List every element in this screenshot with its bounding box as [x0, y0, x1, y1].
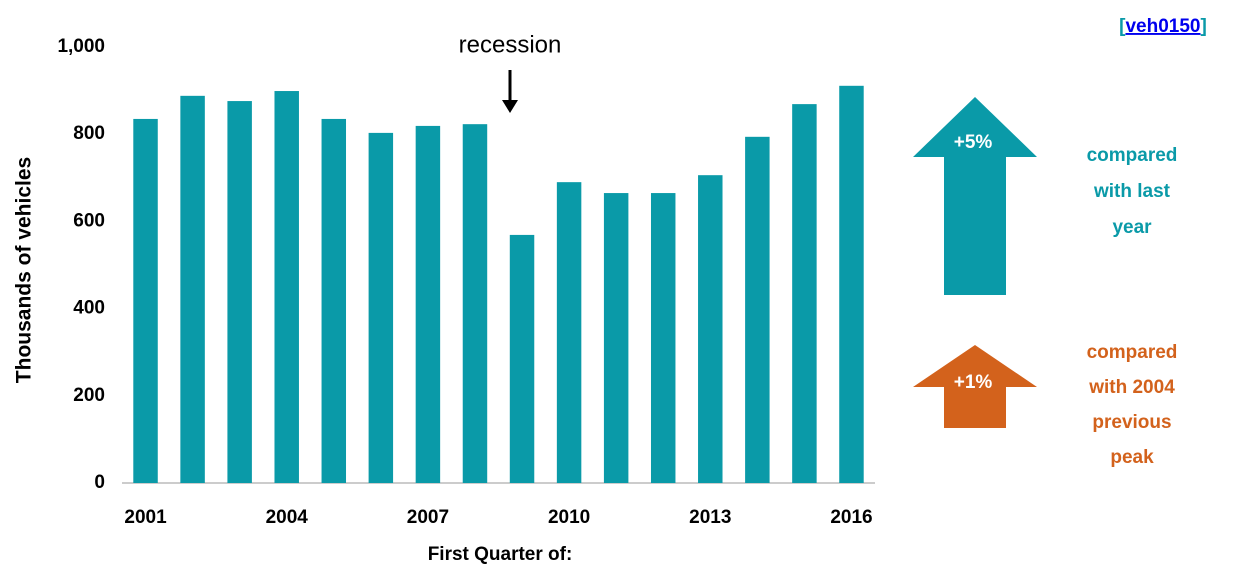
y-tick-label: 0	[94, 472, 105, 493]
bar	[745, 136, 770, 484]
bar	[368, 132, 394, 483]
annotation-text: compared	[1087, 145, 1178, 166]
bracket: ]	[1201, 16, 1207, 37]
annotation: recession	[459, 31, 562, 58]
bracket: [	[1119, 16, 1126, 37]
bar	[650, 193, 676, 483]
bar	[274, 91, 299, 483]
change-label: +1%	[954, 372, 993, 393]
annotation-text: previous	[1092, 412, 1171, 433]
bar	[321, 118, 347, 483]
x-tick-label: 2004	[266, 507, 309, 528]
source: [veh0150]	[1119, 16, 1207, 37]
bar	[509, 234, 535, 483]
change-label: +5%	[954, 132, 993, 153]
y-tick-label: 200	[73, 385, 105, 406]
x-tick-label: 2010	[548, 507, 590, 528]
bar	[698, 175, 723, 483]
up-arrow	[913, 97, 1037, 295]
bar	[180, 95, 205, 483]
x-tick-label: 2001	[124, 507, 167, 528]
bar	[839, 85, 864, 483]
source-link[interactable]: veh0150	[1125, 16, 1200, 37]
annotation-text: peak	[1110, 447, 1154, 468]
bar	[792, 104, 817, 483]
arrow-head	[502, 100, 518, 113]
bar	[603, 193, 629, 483]
x-tick-label: 2007	[407, 507, 449, 528]
x-tick-label: 2013	[689, 507, 731, 528]
bar	[462, 124, 488, 483]
annotation-text: compared	[1087, 342, 1178, 363]
x-tick-label: 2016	[830, 507, 872, 528]
annotation-text: with 2004	[1088, 377, 1175, 398]
y-tick-label: 1,000	[57, 36, 105, 57]
annotation-text: with last	[1093, 181, 1171, 202]
x-axis-title: First Quarter of:	[428, 544, 573, 565]
bar	[133, 118, 158, 483]
y-tick-label: 800	[73, 123, 105, 144]
y-tick-label: 400	[73, 298, 105, 319]
up-arrow	[913, 345, 1037, 428]
y-axis-title: Thousands of vehicles	[13, 157, 36, 383]
bar	[415, 125, 441, 483]
y-tick-label: 600	[73, 210, 105, 231]
annotation-text: year	[1112, 217, 1152, 238]
bar	[227, 101, 252, 484]
bar	[556, 182, 582, 483]
